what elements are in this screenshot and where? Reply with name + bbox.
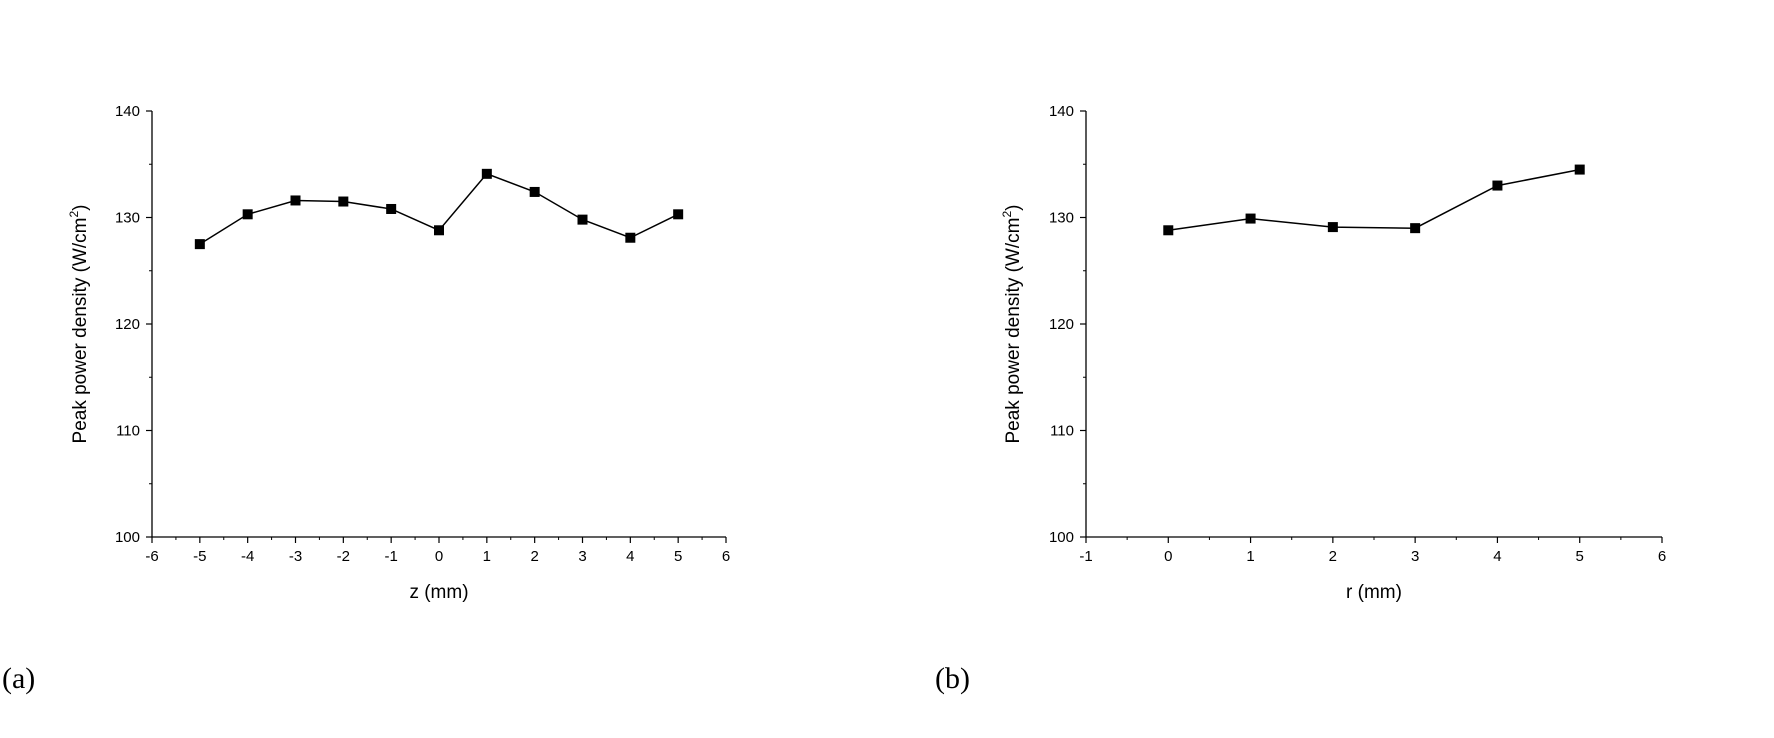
data-point-marker [577, 214, 588, 225]
data-point-marker [386, 203, 397, 214]
y-axis-title-main: Peak power density (W/cm [1003, 218, 1024, 444]
y-axis-title-end: ) [1003, 205, 1024, 211]
x-tick-label: -4 [241, 548, 254, 565]
data-point-marker [1163, 225, 1174, 236]
y-tick-label: 110 [1050, 423, 1074, 440]
data-point-marker [434, 225, 444, 236]
x-tick-label: -3 [289, 548, 302, 565]
data-point-marker [290, 195, 301, 206]
x-tick-label: 2 [530, 548, 538, 565]
x-axis-title: r (mm) [1346, 582, 1402, 603]
x-tick-label: 2 [1329, 548, 1337, 565]
x-tick-label: 0 [435, 548, 443, 565]
x-tick-label: -1 [1079, 548, 1092, 565]
y-axis-title: Peak power density (W/cm2) [67, 205, 91, 444]
y-axis-title: Peak power density (W/cm2) [1000, 205, 1024, 444]
x-tick-label: 5 [674, 548, 682, 565]
data-point-marker [673, 209, 684, 220]
y-tick-label: 110 [116, 423, 140, 440]
data-point-marker [1574, 164, 1585, 175]
panel-label: (b) [935, 662, 970, 695]
x-tick-label: 0 [1164, 548, 1172, 565]
y-tick-label: 130 [1049, 210, 1074, 227]
x-tick-label: 4 [1493, 548, 1501, 565]
y-tick-label: 130 [115, 210, 140, 227]
y-tick-label: 140 [115, 103, 140, 120]
y-axis-title-superscript: 2 [67, 211, 81, 218]
y-tick-label: 140 [1049, 103, 1074, 120]
data-point-marker [338, 196, 349, 207]
x-tick-label: 3 [1411, 548, 1419, 565]
chart-panel-b: 100 110 120 130 140 -1 0 1 2 3 4 5 6 r (mm) Peak power… [935, 103, 1666, 695]
chart-panel-a: 100 110 120 130 140 -6 -5 -4 -3 -2 -1 0 1 2 3 4 5 6 z (mm)… [2, 103, 730, 695]
y-tick-label: 120 [1049, 316, 1074, 333]
data-point-marker [242, 209, 253, 220]
x-tick-label: 6 [722, 548, 730, 565]
x-tick-label: 5 [1576, 548, 1584, 565]
data-point-marker [1245, 213, 1256, 224]
x-tick-label: -6 [145, 548, 158, 565]
data-point-marker [194, 239, 205, 250]
y-tick-label: 100 [1049, 529, 1074, 546]
y-axis-title-superscript: 2 [1000, 211, 1014, 218]
x-tick-label: 4 [626, 548, 634, 565]
data-point-marker [529, 186, 540, 197]
x-tick-label: -2 [337, 548, 350, 565]
x-axis-title: z (mm) [409, 582, 468, 603]
data-point-marker [481, 168, 492, 179]
panel-label: (a) [2, 662, 35, 695]
y-axis-title-end: ) [70, 205, 91, 211]
y-axis-title-main: Peak power density (W/cm [70, 218, 91, 444]
data-point-marker [1327, 222, 1338, 233]
y-tick-label: 100 [115, 529, 140, 546]
data-point-marker [625, 232, 636, 243]
data-point-marker [1410, 223, 1421, 234]
y-tick-label: 120 [115, 316, 140, 333]
x-tick-label: 1 [483, 548, 491, 565]
x-tick-label: 3 [578, 548, 586, 565]
x-tick-label: 1 [1246, 548, 1254, 565]
series-line [1168, 168, 1580, 232]
x-tick-label: -1 [384, 548, 397, 565]
x-tick-label: -5 [193, 548, 206, 565]
data-point-marker [1492, 180, 1503, 191]
x-tick-label: 6 [1658, 548, 1666, 565]
